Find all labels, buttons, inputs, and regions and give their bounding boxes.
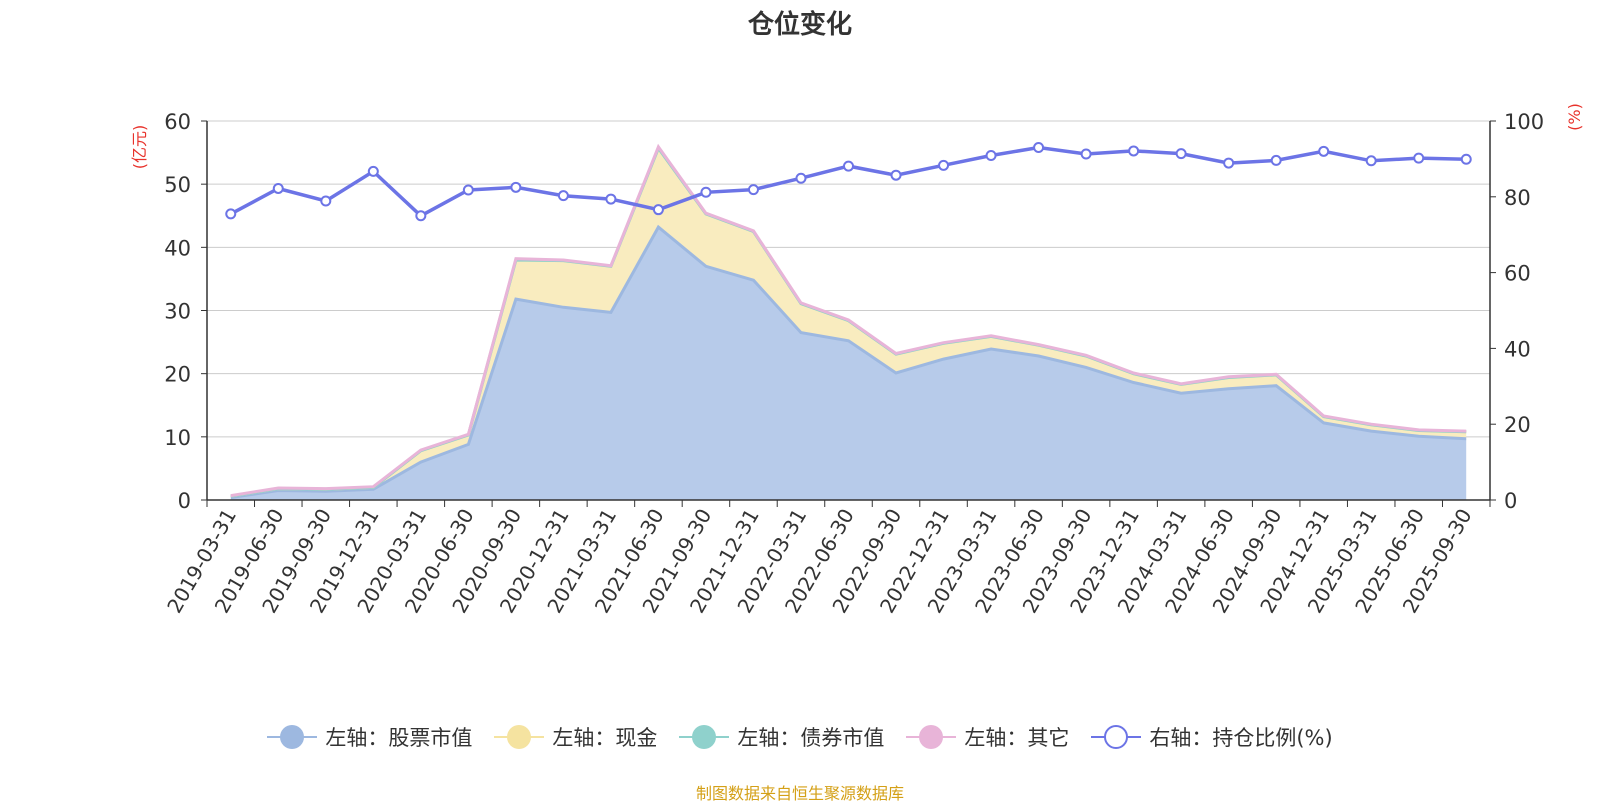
legend-marker-icon — [679, 724, 730, 750]
ratio-point — [1270, 154, 1282, 166]
ratio-point — [1080, 148, 1092, 160]
ratio-point — [938, 159, 950, 171]
legend-label: 右轴：持仓比例(%) — [1149, 726, 1333, 750]
ratio-point — [747, 184, 759, 196]
series-line-0 — [230, 224, 1467, 499]
y-left-tick-label: 10 — [164, 426, 191, 450]
ratio-point — [1223, 157, 1235, 169]
legend-marker-icon — [906, 724, 957, 750]
ratio-point — [605, 193, 617, 205]
ratio-point — [462, 184, 474, 196]
y-right-tick-label: 100 — [1504, 110, 1544, 134]
source-note: 制图数据来自恒生聚源数据库 — [695, 784, 904, 803]
legend-marker-icon — [1091, 724, 1142, 750]
y-left-tick-label: 20 — [164, 363, 191, 387]
ratio-point — [985, 149, 997, 161]
y-right-tick-label: 0 — [1504, 489, 1517, 513]
chart-title: 仓位变化 — [747, 10, 852, 40]
y-right-unit-label: (%) — [1565, 103, 1584, 131]
y-left-tick-label: 40 — [164, 236, 191, 260]
ratio-point — [1318, 145, 1330, 157]
area-0 — [230, 227, 1467, 500]
legend-label: 左轴：其它 — [964, 726, 1070, 750]
ratio-point — [1460, 153, 1472, 165]
area-1 — [230, 148, 1467, 498]
ratio-point — [225, 208, 237, 220]
legend: 左轴：股票市值 左轴：现金 左轴：债券市值 左轴：其它 右轴：持仓比例(%) — [0, 722, 1600, 752]
ratio-point — [1175, 148, 1187, 160]
series-line-3 — [230, 143, 1467, 498]
legend-item[interactable]: 左轴：债券市值 — [679, 722, 884, 752]
legend-item[interactable]: 右轴：持仓比例(%) — [1091, 722, 1333, 752]
y-right-tick-label: 60 — [1504, 262, 1531, 286]
ratio-point — [1413, 152, 1425, 164]
y-right-tick-label: 80 — [1504, 186, 1531, 210]
ratio-point — [1365, 155, 1377, 167]
legend-marker-icon — [267, 724, 318, 750]
legend-marker-icon — [494, 724, 545, 750]
ratio-point — [890, 169, 902, 181]
ratio-point — [367, 165, 379, 177]
y-right-tick-label: 20 — [1504, 413, 1531, 437]
legend-item[interactable]: 左轴：现金 — [494, 722, 657, 752]
y-left-tick-label: 50 — [164, 173, 191, 197]
legend-label: 左轴：现金 — [552, 726, 658, 750]
y-right-tick-label: 40 — [1504, 337, 1531, 361]
ratio-point — [795, 172, 807, 184]
y-left-tick-label: 0 — [178, 489, 191, 513]
ratio-point — [272, 182, 284, 194]
chart-plot: 0102030405060020406080100(亿元)(%)2019-03-… — [130, 103, 1584, 617]
ratio-point — [1128, 145, 1140, 157]
legend-item[interactable]: 左轴：其它 — [906, 722, 1069, 752]
ratio-point — [320, 195, 332, 207]
ratio-point — [415, 210, 427, 222]
y-left-tick-label: 60 — [164, 110, 191, 134]
ratio-point — [700, 186, 712, 198]
ratio-point — [557, 190, 569, 202]
ratio-point — [510, 181, 522, 193]
ratio-point — [1033, 142, 1045, 154]
ratio-point — [843, 160, 854, 172]
legend-label: 左轴：债券市值 — [737, 726, 885, 750]
y-left-tick-label: 30 — [164, 300, 191, 324]
legend-item[interactable]: 左轴：股票市值 — [267, 722, 472, 752]
legend-label: 左轴：股票市值 — [325, 726, 473, 750]
y-left-unit-label: (亿元) — [130, 125, 149, 170]
ratio-point — [652, 204, 664, 216]
